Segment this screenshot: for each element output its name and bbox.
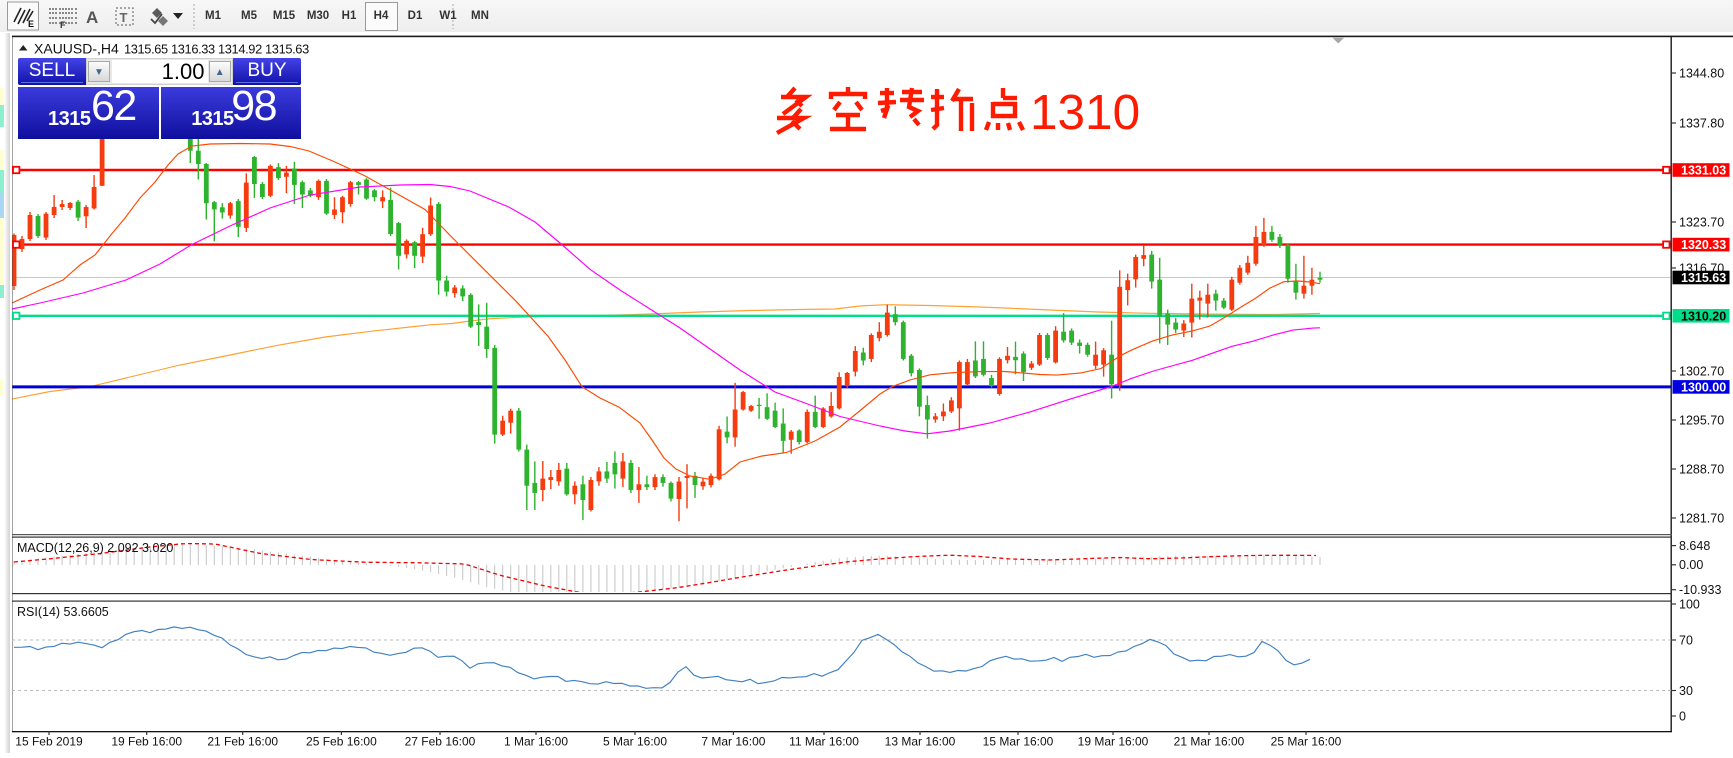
- svg-text:-10.933: -10.933: [1679, 583, 1721, 597]
- svg-text:1315.63: 1315.63: [1681, 271, 1726, 285]
- svg-text:1337.80: 1337.80: [1679, 116, 1724, 130]
- svg-text:25 Mar 16:00: 25 Mar 16:00: [1271, 735, 1342, 749]
- svg-text:1344.80: 1344.80: [1679, 66, 1724, 80]
- svg-text:1331.03: 1331.03: [1681, 164, 1726, 178]
- svg-text:T: T: [120, 10, 128, 25]
- svg-text:1300.00: 1300.00: [1681, 381, 1726, 395]
- svg-text:13 Mar 16:00: 13 Mar 16:00: [885, 735, 956, 749]
- svg-text:5 Mar 16:00: 5 Mar 16:00: [603, 735, 667, 749]
- svg-text:1302.70: 1302.70: [1679, 364, 1724, 378]
- svg-text:27 Feb 16:00: 27 Feb 16:00: [405, 735, 476, 749]
- svg-text:A: A: [86, 8, 98, 27]
- svg-text:1295.70: 1295.70: [1679, 413, 1724, 427]
- svg-text:1310.20: 1310.20: [1681, 309, 1726, 323]
- svg-text:30: 30: [1679, 684, 1693, 698]
- svg-text:15 Mar 16:00: 15 Mar 16:00: [983, 735, 1054, 749]
- svg-text:E: E: [28, 19, 34, 29]
- svg-text:1310: 1310: [1030, 85, 1140, 140]
- svg-text:1 Mar 16:00: 1 Mar 16:00: [504, 735, 568, 749]
- svg-text:1288.70: 1288.70: [1679, 462, 1724, 476]
- svg-text:0: 0: [1679, 709, 1686, 723]
- svg-text:19 Feb 16:00: 19 Feb 16:00: [111, 735, 182, 749]
- svg-text:XAUUSD-,H4: XAUUSD-,H4: [34, 41, 119, 57]
- svg-text:F: F: [60, 20, 66, 30]
- svg-text:1323.70: 1323.70: [1679, 215, 1724, 229]
- svg-text:11 Mar 16:00: 11 Mar 16:00: [789, 735, 859, 749]
- svg-text:19 Mar 16:00: 19 Mar 16:00: [1078, 735, 1149, 749]
- svg-text:21 Feb 16:00: 21 Feb 16:00: [207, 735, 278, 749]
- svg-text:70: 70: [1679, 633, 1693, 647]
- svg-text:RSI(14) 53.6605: RSI(14) 53.6605: [17, 605, 109, 619]
- svg-text:100: 100: [1679, 597, 1700, 611]
- svg-text:7 Mar 16:00: 7 Mar 16:00: [701, 735, 765, 749]
- svg-text:1320.33: 1320.33: [1681, 238, 1726, 252]
- svg-text:1281.70: 1281.70: [1679, 511, 1724, 525]
- svg-text:21 Mar 16:00: 21 Mar 16:00: [1174, 735, 1245, 749]
- svg-text:15 Feb 2019: 15 Feb 2019: [15, 735, 83, 749]
- svg-text:0.00: 0.00: [1679, 558, 1703, 572]
- svg-text:1315.65 1316.33 1314.92 1315.6: 1315.65 1316.33 1314.92 1315.63: [124, 42, 309, 57]
- svg-text:8.648: 8.648: [1679, 539, 1710, 553]
- svg-text:MACD(12,26,9) 2.092 3.020: MACD(12,26,9) 2.092 3.020: [17, 541, 173, 555]
- svg-text:25 Feb 16:00: 25 Feb 16:00: [306, 735, 377, 749]
